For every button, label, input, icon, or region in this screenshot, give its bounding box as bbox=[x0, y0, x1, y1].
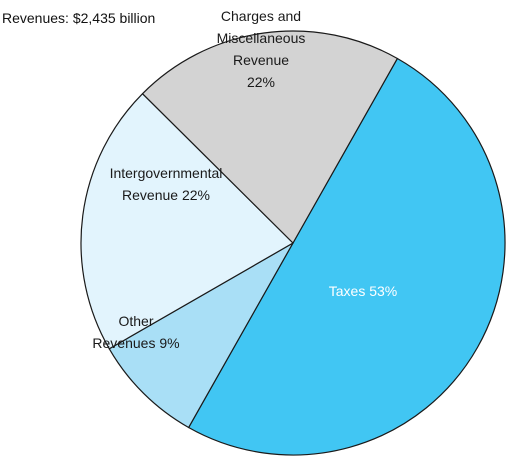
slice-label-line: 22% bbox=[247, 74, 275, 90]
pie-slice-3 bbox=[141, 30, 398, 244]
slice-label-line: Miscellaneous bbox=[217, 30, 306, 46]
pie-slice-1 bbox=[108, 242, 294, 429]
slice-label-line: Revenue bbox=[233, 52, 289, 68]
slice-label-line: Other bbox=[118, 313, 153, 329]
chart-title: Revenues: $2,435 billion bbox=[2, 10, 156, 26]
slice-label-line: Charges and bbox=[221, 8, 301, 24]
slice-label-line: Revenue 22% bbox=[122, 187, 210, 203]
slice-label-line: Revenues 9% bbox=[92, 335, 179, 351]
pie-slice-0 bbox=[188, 57, 506, 456]
slice-label-3: Charges and Miscellaneous Revenue 22% bbox=[217, 8, 306, 90]
slice-label-line: Taxes 53% bbox=[329, 283, 397, 299]
slice-label-1: Other Revenues 9% bbox=[92, 313, 179, 351]
slice-label-line: Intergovernmental bbox=[110, 165, 223, 181]
slice-label-2: Intergovernmental Revenue 22% bbox=[110, 165, 223, 203]
slice-label-0: Taxes 53% bbox=[329, 283, 397, 299]
pie-slice-2 bbox=[80, 93, 294, 350]
